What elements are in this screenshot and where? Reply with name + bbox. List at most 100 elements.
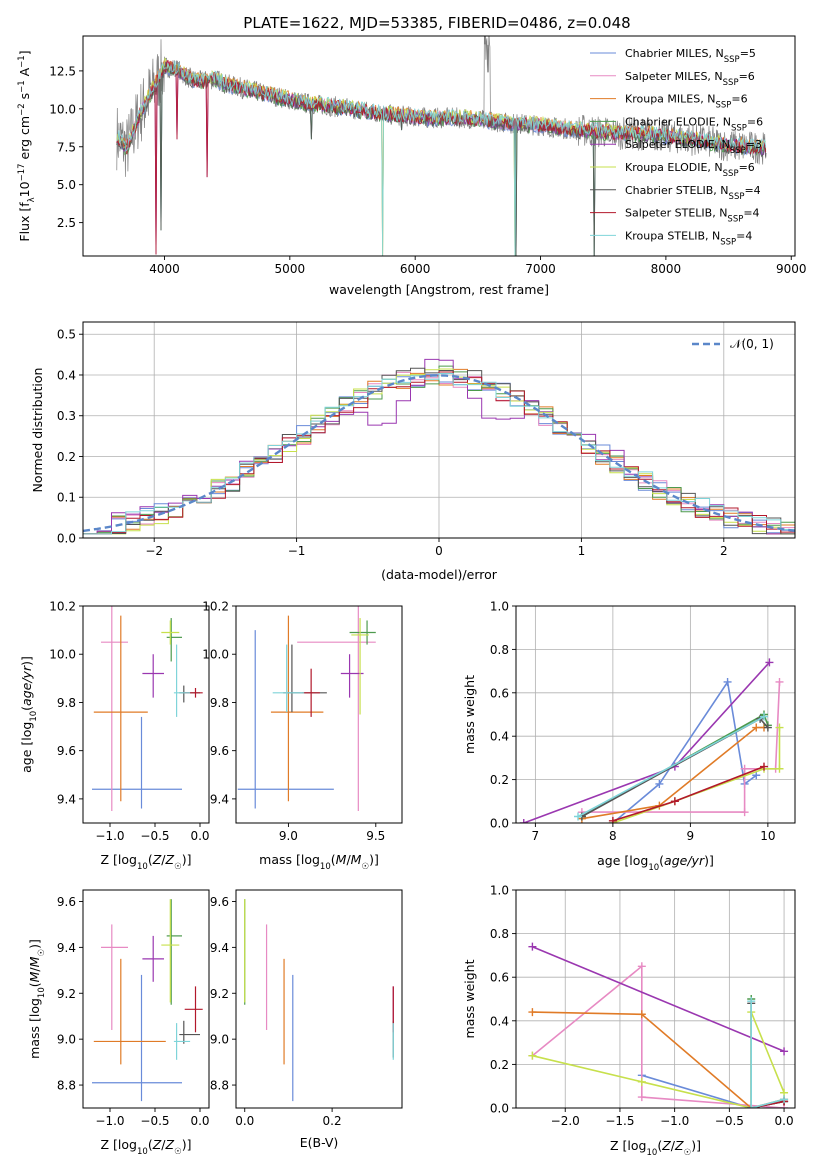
mass-weight-marker [637, 1093, 646, 1102]
mass-weight-marker [760, 712, 768, 721]
y-axis-label: mass [log10(M/M☉)] [27, 939, 47, 1059]
y-tick-label: 9.0 [210, 1033, 229, 1047]
errorbar-point [173, 1023, 191, 1060]
axes-frame [82, 35, 796, 257]
y-tick-label: 0.4 [490, 730, 509, 744]
x-axis-label: Z [log10(Z/Z☉)] [101, 852, 192, 872]
mass-weight-marker [740, 764, 749, 773]
x-tick-label: 9000 [776, 262, 807, 276]
y-tick-label: 12.5 [49, 64, 76, 78]
panel-age-vs-mass: 9.0 9.5 9.4 9.6 9.8 10.0 10.2 mass [log10(M/M☉)… [202, 600, 403, 872]
panel-age-vs-Z: −1.0 −0.5 0.0 9.4 9.6 9.8 10.0 10.2 Z [log10(Z/Z… [19, 600, 210, 873]
mass-weight-marker [637, 1010, 646, 1019]
figure-title: PLATE=1622, MJD=53385, FIBERID=0486, z=0… [243, 14, 630, 32]
y-tick-label: 0.8 [490, 643, 509, 657]
x-axis-label: mass [log10(M/M☉)] [259, 852, 379, 872]
legend-entry: 𝒩(0, 1) [730, 337, 774, 351]
mass-weight-marker [528, 1008, 537, 1017]
x-axis-label: (data-model)/error [381, 567, 498, 582]
y-tick-label: 0.2 [57, 450, 76, 464]
x-axis-label: E(B-V) [300, 1135, 339, 1150]
spectrum-legend: Chabrier MILES, NSSP=5 Salpeter MILES, NS… [590, 47, 763, 247]
y-tick-label: 8.8 [57, 1079, 76, 1093]
plot-area [528, 942, 789, 1108]
mass-weight-line [532, 1011, 785, 1108]
y-tick-label: 9.4 [210, 792, 229, 806]
normal-reference-curve [83, 374, 795, 533]
x-tick-label: −1.5 [605, 1114, 634, 1128]
legend-entry: Salpeter STELIB, NSSP=4 [625, 207, 760, 225]
y-tick-label: 7.5 [57, 140, 76, 154]
errorbar-point [237, 630, 334, 809]
errorbar-point [93, 958, 166, 1065]
spectrum-model-line [116, 60, 767, 256]
x-tick-label: −0.5 [140, 1114, 169, 1128]
y-tick-label: 9.4 [57, 792, 76, 806]
x-tick-label: −2.0 [551, 1114, 580, 1128]
y-tick-label: 10.0 [49, 102, 76, 116]
errorbar-point [272, 644, 305, 713]
y-tick-label: 9.8 [210, 696, 229, 710]
errorbar-point [270, 615, 324, 802]
plot-area [116, 36, 767, 256]
y-tick-label: 9.6 [210, 895, 229, 909]
errorbar-point [161, 899, 180, 1003]
axes-frame [235, 605, 403, 824]
mass-weight-marker [760, 762, 768, 771]
mass-weight-marker [775, 723, 784, 732]
errorbar-point [101, 924, 128, 1030]
y-tick-label: 9.0 [57, 1033, 76, 1047]
mass-weight-marker [775, 764, 784, 773]
y-tick-label: 0.0 [490, 1102, 509, 1116]
x-tick-label: −1.0 [95, 1114, 124, 1128]
y-tick-label: 5.0 [57, 178, 76, 192]
x-tick-label: 4000 [149, 262, 180, 276]
mass-weight-marker [765, 658, 774, 667]
y-tick-label: 0.0 [57, 532, 76, 546]
x-tick-label: 0.0 [775, 1114, 794, 1128]
y-axis-label: age [log10(age/yr)] [19, 656, 39, 773]
x-axis-label: Z [log10(Z/Z☉)] [610, 1138, 701, 1158]
plot-area [92, 899, 203, 1102]
x-tick-label: 6000 [400, 262, 431, 276]
y-tick-label: 1.0 [490, 600, 509, 614]
y-tick-label: 0.4 [490, 1014, 509, 1028]
y-tick-label: 0.4 [57, 368, 76, 382]
mass-weight-marker [723, 677, 732, 686]
legend-entry: Chabrier MILES, NSSP=5 [625, 47, 756, 65]
x-tick-label: 0 [435, 544, 443, 558]
mass-weight-marker [752, 723, 761, 732]
y-tick-label: 10.0 [202, 648, 229, 662]
plot-area [92, 606, 203, 811]
mass-weight-marker [752, 771, 761, 780]
x-tick-label: 0.0 [190, 829, 209, 843]
y-tick-label: 0.2 [490, 773, 509, 787]
mass-weight-marker [740, 808, 749, 817]
legend-entry: Chabrier STELIB, NSSP=4 [625, 184, 761, 202]
y-tick-label: 10.2 [49, 600, 76, 614]
x-tick-label: −1 [288, 544, 306, 558]
y-axis-label: mass weight [462, 959, 477, 1038]
y-tick-label: 9.4 [210, 941, 229, 955]
mass-weight-marker [763, 723, 772, 732]
x-tick-label: 0.0 [235, 1114, 254, 1128]
mass-weight-line [577, 715, 765, 818]
x-tick-label: 5000 [275, 262, 306, 276]
plot-area [83, 358, 795, 535]
y-tick-label: 9.4 [57, 941, 76, 955]
errorbar-point [173, 644, 191, 717]
panel-mass-weight-vs-Z: −2.0 −1.5 −1.0 −0.5 0.0 0.0 0.2 0.4 0.6 0.8 1.0 Z [… [462, 884, 796, 1158]
axes-frame [515, 889, 796, 1109]
axes-frame [82, 605, 210, 824]
mass-weight-marker [528, 942, 537, 951]
legend-entry: Kroupa STELIB, NSSP=4 [625, 229, 752, 247]
y-axis-label: Normed distribution [30, 368, 45, 493]
mass-weight-line [531, 964, 785, 1108]
mass-weight-marker [775, 677, 784, 686]
y-tick-label: 0.8 [490, 927, 509, 941]
y-tick-label: 9.6 [57, 895, 76, 909]
y-tick-label: 9.8 [57, 696, 76, 710]
y-tick-label: 0.3 [57, 409, 76, 423]
panel-spectrum: 4000 5000 6000 7000 8000 9000 2.5 5.0 7.5 10.0 12.… [17, 35, 807, 297]
plot-area [244, 899, 394, 1102]
